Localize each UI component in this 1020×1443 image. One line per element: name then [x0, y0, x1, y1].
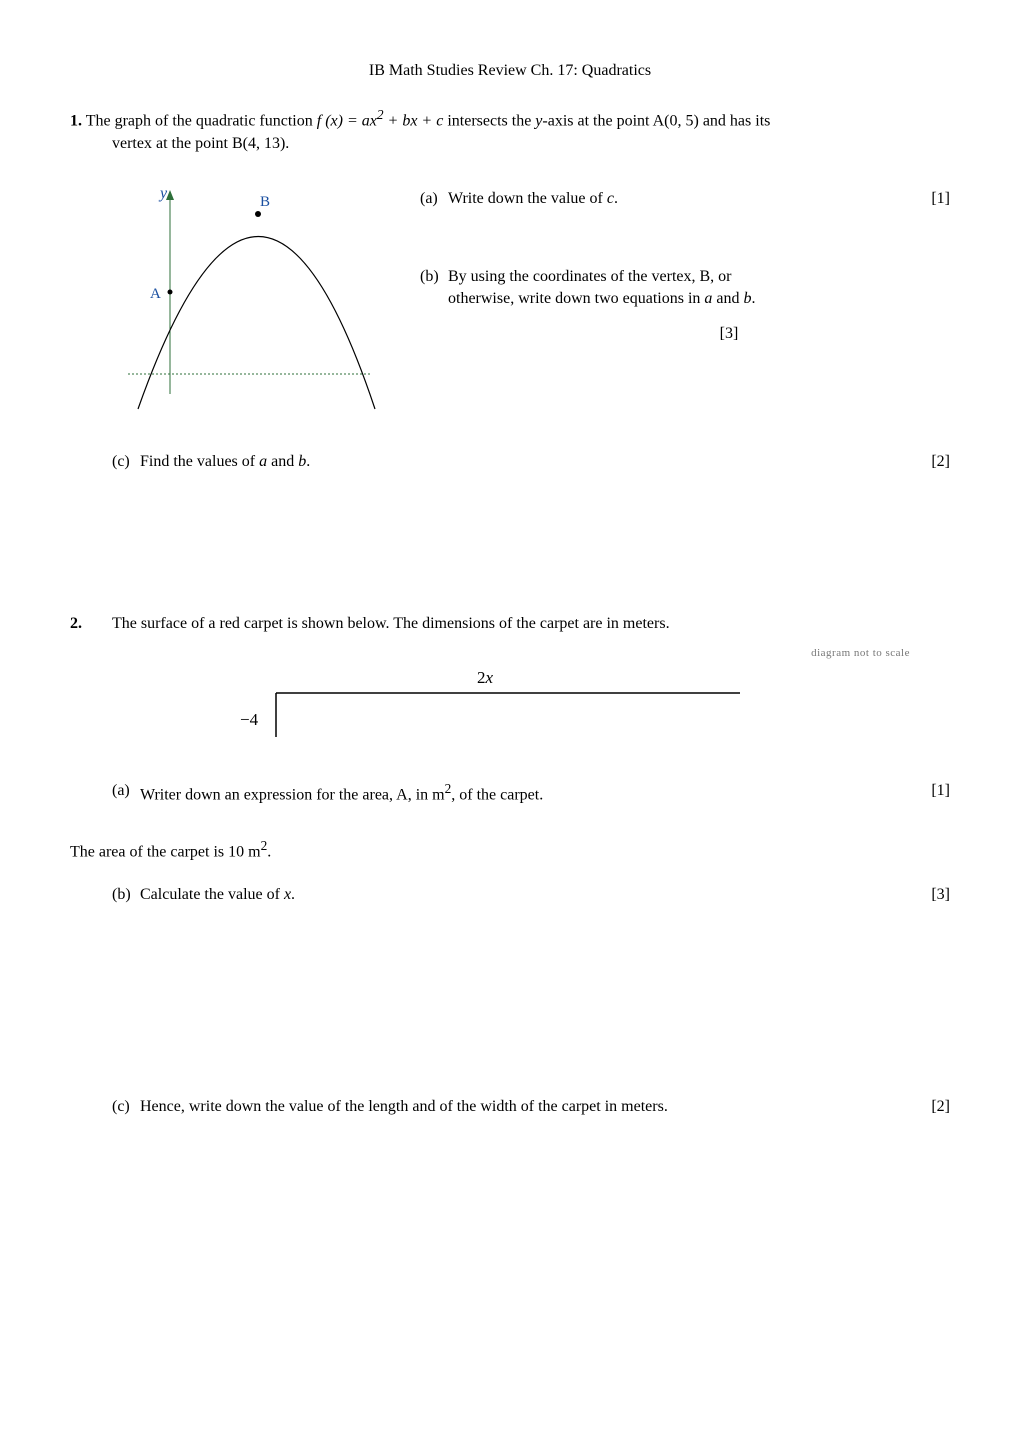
q1-number: 1.	[70, 113, 82, 130]
carpet-diagram: 2x −4	[210, 663, 750, 743]
q2-intro-text: The surface of a red carpet is shown bel…	[112, 613, 670, 635]
q2-part-b: (b) [3] Calculate the value of x.	[112, 884, 950, 906]
q1c-label: (c)	[112, 451, 140, 473]
q2c-text: Hence, write down the value of the lengt…	[140, 1098, 668, 1115]
q1-graph: y A B	[120, 184, 380, 421]
q1b-marks: [3]	[508, 323, 950, 345]
q1-mid: intersects the	[443, 113, 535, 130]
q1-axis: -axis at the point A(0, 5) and has its	[542, 113, 770, 130]
q1-part-a: (a) [1] Write down the value of c.	[420, 188, 950, 210]
carpet-2x-label: 2x	[477, 668, 494, 687]
q1c-a: a	[259, 453, 267, 470]
point-B-label: B	[260, 194, 270, 210]
q1c-and: and	[267, 453, 298, 470]
q2-number: 2.	[70, 613, 112, 635]
q1b-label: (b)	[420, 266, 448, 345]
q2a-text-pre: Writer down an expression for the area, …	[140, 787, 445, 804]
q2a-label: (a)	[112, 780, 140, 807]
q1a-text-post: .	[614, 190, 618, 207]
q1-part-c: (c) [2] Find the values of a and b.	[112, 451, 950, 473]
q1-part-b: (b) By using the coordinates of the vert…	[420, 266, 950, 345]
q1-intro-text: The graph of the quadratic function	[86, 113, 317, 130]
q1b-and: and	[712, 290, 743, 307]
q2c-marks: [2]	[931, 1096, 950, 1118]
q2: 2. The surface of a red carpet is shown …	[70, 613, 950, 1118]
q2b-marks: [3]	[931, 884, 950, 906]
q2-part-a: (a) [1] Writer down an expression for th…	[112, 780, 950, 807]
q1-fn: f (x) = ax	[317, 113, 377, 130]
q2b-label: (b)	[112, 884, 140, 906]
parabola-graph: y A B	[120, 184, 380, 414]
q2c-label: (c)	[112, 1096, 140, 1118]
q1-row: y A B (a) [1] Write down the value of c.…	[70, 184, 950, 421]
q1c-marks: [2]	[931, 451, 950, 473]
carpet-neg4-label: −4	[240, 710, 259, 729]
q1b-b: b	[744, 290, 752, 307]
q2a-text-post: , of the carpet.	[451, 787, 543, 804]
q1-intro: 1. The graph of the quadratic function f…	[70, 106, 950, 155]
q1c-text-pre: Find the values of	[140, 453, 259, 470]
q1-intro-line2: vertex at the point B(4, 13).	[112, 133, 950, 155]
q1a-label: (a)	[420, 188, 448, 210]
q1-right-column: (a) [1] Write down the value of c. (b) B…	[420, 184, 950, 372]
q2-diagram: diagram not to scale 2x −4	[210, 646, 950, 751]
q2-ctx-pre: The area of the carpet is 10 m	[70, 844, 261, 861]
q2b-text-pre: Calculate the value of	[140, 886, 284, 903]
q2-ctx-post: .	[267, 844, 271, 861]
q2-context: The area of the carpet is 10 m2.	[70, 837, 950, 864]
q1c-b: b	[298, 453, 306, 470]
q1-bxc: + bx + c	[384, 113, 444, 130]
q1a-text-pre: Write down the value of	[448, 190, 607, 207]
q1a-c: c	[607, 190, 614, 207]
q2b-text-post: .	[291, 886, 295, 903]
q2-intro: 2. The surface of a red carpet is shown …	[70, 613, 950, 635]
point-A-label: A	[150, 286, 161, 302]
q1-sq: 2	[377, 107, 384, 122]
q2-part-c: (c) [2] Hence, write down the value of t…	[112, 1096, 950, 1118]
q1b-line1: By using the coordinates of the vertex, …	[448, 266, 950, 288]
q1a-marks: [1]	[931, 188, 950, 210]
q2b-x: x	[284, 886, 291, 903]
q2a-marks: [1]	[931, 780, 950, 802]
y-axis-label: y	[158, 185, 168, 202]
q2-diagram-note: diagram not to scale	[210, 646, 910, 661]
q1c-post: .	[306, 453, 310, 470]
q1b-line2-pre: otherwise, write down two equations in	[448, 290, 704, 307]
q1b-post: .	[752, 290, 756, 307]
page-title: IB Math Studies Review Ch. 17: Quadratic…	[70, 60, 950, 82]
